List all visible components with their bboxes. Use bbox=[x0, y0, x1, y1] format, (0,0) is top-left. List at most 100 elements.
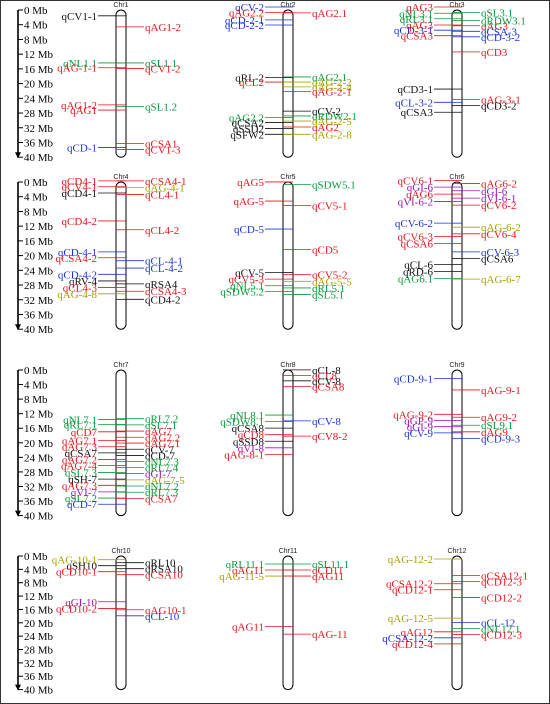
qtl-label: qRL7.1 bbox=[64, 420, 97, 432]
qtl-label: qRL5.1 bbox=[312, 283, 345, 295]
qtl-label: qCL8 bbox=[312, 370, 338, 382]
qtl-label: qAG6.1 bbox=[398, 273, 433, 285]
qtl-label: qGI-6 bbox=[481, 186, 508, 198]
qtl-label: qCL-12 bbox=[481, 617, 515, 629]
qtl-label: qGI-10 bbox=[65, 597, 97, 609]
qtl-label: qCV6-2 bbox=[481, 200, 516, 212]
qtl-label: qCV-8 bbox=[312, 416, 341, 428]
qtl-label: qCD12-3 bbox=[481, 629, 522, 641]
qtl-label: qGI-9 bbox=[407, 422, 434, 434]
chromosome-body bbox=[115, 555, 127, 691]
axis-tick-label: 32 Mb bbox=[24, 123, 54, 135]
axis-tick-label: 36 Mb bbox=[24, 671, 54, 683]
chromosome-body bbox=[282, 9, 294, 158]
qtl-label: qAG7.1 bbox=[145, 438, 180, 450]
chromosome-title: Chr2 bbox=[280, 2, 295, 9]
chromosome-title: Chr5 bbox=[280, 174, 295, 181]
axis-tick-label: 20 Mb bbox=[24, 618, 54, 630]
chromosome-body bbox=[451, 9, 463, 158]
qtl-label: qCD-5 bbox=[234, 224, 264, 236]
qtl-label: qSFW2 bbox=[230, 129, 264, 141]
axis-arrow-icon bbox=[15, 152, 21, 159]
axis-tick-label: 0 Mb bbox=[24, 177, 48, 189]
qtl-label: qAG3 bbox=[481, 21, 508, 33]
qtl-label: qCSA4-3 bbox=[145, 286, 187, 298]
axis-tick-label: 36 Mb bbox=[24, 309, 54, 321]
qtl-label: qCD10-2 bbox=[56, 603, 97, 615]
qtl-label: qAG7 bbox=[145, 426, 172, 438]
qtl-label: qGP-9 bbox=[404, 416, 433, 428]
qtl-label: qCV-7 bbox=[145, 444, 174, 456]
qtl-label: qAG-9-1 bbox=[481, 385, 521, 397]
qtl-label: qRL-2 bbox=[235, 73, 264, 85]
qtl-label: qSL1.1 bbox=[145, 58, 177, 70]
qtl-label: qAG6 bbox=[406, 189, 433, 201]
qtl-label: qCSA10 bbox=[145, 570, 183, 582]
qtl-label: qCD12-3 bbox=[481, 576, 522, 588]
qtl-label: qCV-2 bbox=[235, 2, 264, 14]
chromosome-title: Chr9 bbox=[449, 362, 464, 369]
qtl-label: qAG-3-1 bbox=[481, 94, 521, 106]
qtl-label: qCD10-1 bbox=[56, 567, 97, 579]
qtl-label: qAG-4-1 bbox=[145, 182, 185, 194]
qtl-label: qCD7 bbox=[71, 427, 98, 439]
qtl-label: qAG-5-5 bbox=[312, 276, 352, 288]
qtl-label: qVI-6-1 bbox=[481, 193, 516, 205]
qtl-label: qAG2.1 bbox=[312, 8, 347, 20]
chromosome-title: Chr11 bbox=[279, 548, 298, 555]
axis-tick-label: 16 Mb bbox=[24, 64, 54, 76]
qtl-label: qCV6-4 bbox=[481, 229, 517, 241]
qtl-label: qSL9.1 bbox=[481, 420, 513, 432]
qtl-label: qRV-4 bbox=[69, 276, 98, 288]
qtl-label: qCD3 bbox=[481, 47, 508, 59]
axis-tick-label: 16 Mb bbox=[24, 604, 54, 616]
qtl-label: qSDW5.2 bbox=[220, 287, 264, 299]
qtl-label: qCV-8 bbox=[312, 376, 341, 388]
qtl-label: qRDW3.1 bbox=[481, 16, 526, 28]
qtl-label: qAG9-2 bbox=[481, 412, 517, 424]
qtl-label: qRL7.3 bbox=[145, 487, 179, 499]
qtl-label: qCV-6-3 bbox=[481, 247, 520, 259]
axis-tick-label: 28 Mb bbox=[24, 280, 54, 292]
qtl-label: qRL7.4 bbox=[145, 462, 179, 474]
qtl-label: qAG-2-5 bbox=[312, 116, 352, 128]
qtl-label: qAG-6-7 bbox=[481, 274, 521, 286]
qtl-label: qCV5-1 bbox=[312, 200, 347, 212]
qtl-label: qSSD2 bbox=[233, 123, 264, 135]
qtl-label: qCL4-2 bbox=[145, 225, 179, 237]
qtl-label: qNL7.1 bbox=[63, 414, 97, 426]
qtl-label: qSH10 bbox=[66, 561, 97, 573]
qtl-label: qAG-11 bbox=[312, 629, 348, 641]
qtl-label: qCV-6-2 bbox=[395, 218, 433, 230]
qtl-label: qCL-8 bbox=[312, 365, 341, 377]
qtl-label: qCV1-1 bbox=[62, 11, 97, 23]
qtl-label: qCL-6 bbox=[404, 259, 433, 271]
qtl-label: qAG-9-2 bbox=[393, 409, 433, 421]
qtl-label: qCSA4-1 bbox=[145, 176, 187, 188]
qtl-label: qNL7.2 bbox=[145, 481, 179, 493]
qtl-label: qAG-5 bbox=[233, 196, 264, 208]
qtl-label: qAG-12-5 bbox=[388, 613, 434, 625]
qtl-label: qAG-2-4 bbox=[312, 82, 352, 94]
qtl-label: qCV5-3 bbox=[229, 274, 265, 286]
qtl-label: qRSA10 bbox=[145, 564, 183, 576]
qtl-label: qCSA7 bbox=[145, 493, 178, 505]
qtl-label: qAG-8-1 bbox=[224, 449, 264, 461]
qtl-label: qCD3-1 bbox=[398, 84, 433, 96]
qtl-label: qCD4-1 bbox=[62, 176, 97, 188]
qtl-label: qSL1.2 bbox=[145, 101, 177, 113]
qtl-label: qAG7.2 bbox=[145, 432, 180, 444]
qtl-label: qCD8 bbox=[238, 430, 265, 442]
qtl-label: qAG1-2 bbox=[61, 100, 97, 112]
qtl-label: qAG-12-2 bbox=[388, 554, 433, 566]
chromosome-title: Chr12 bbox=[447, 548, 466, 555]
axis-tick-label: 8 Mb bbox=[24, 394, 48, 406]
axis-tick-label: 16 Mb bbox=[24, 236, 54, 248]
qtl-label: qAG11 bbox=[232, 565, 264, 577]
axis-tick-label: 0 Mb bbox=[24, 551, 48, 563]
qtl-label: qAG3 bbox=[406, 20, 433, 32]
qtl-label: qAG12 bbox=[401, 627, 433, 639]
qtl-label: qAG10-1 bbox=[145, 605, 187, 617]
qtl-label: qCSA6 bbox=[481, 253, 514, 265]
axis-arrow-icon bbox=[15, 324, 21, 331]
